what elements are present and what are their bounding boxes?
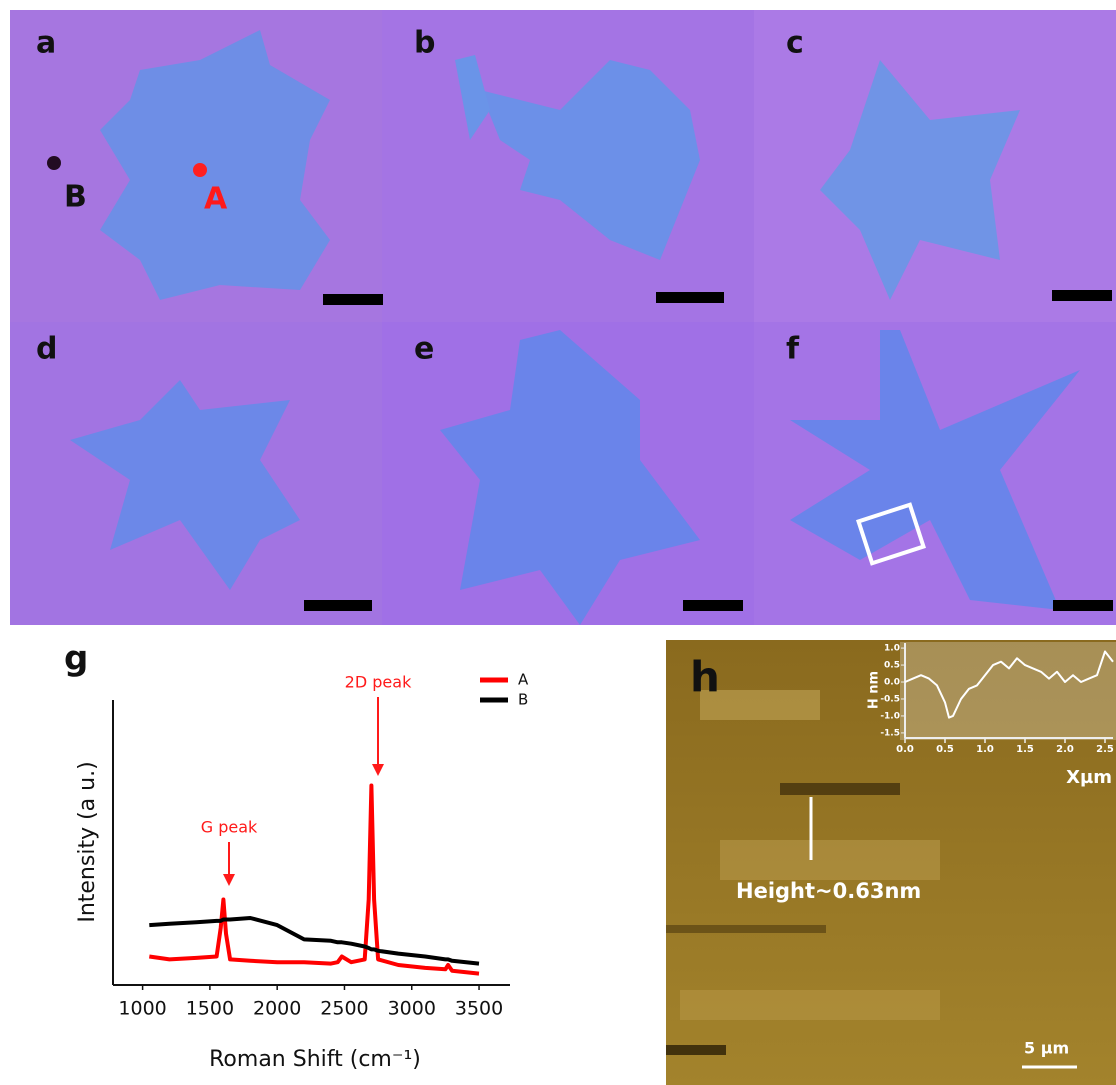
point-label: A <box>204 182 228 217</box>
series-line <box>149 786 479 974</box>
x-tick-label: 3000 <box>388 998 436 1020</box>
annotation: 2D peak <box>345 673 412 692</box>
x-tick-label: 3500 <box>455 998 503 1020</box>
x-tick-label: 0.5 <box>936 744 954 755</box>
x-tick-label: 2000 <box>253 998 301 1020</box>
y-axis-label: Intensity (a u.) <box>75 761 100 922</box>
panel-label: b <box>414 26 435 61</box>
x-tick-label: 1.5 <box>1016 744 1034 755</box>
y-tick-label: -1.0 <box>880 711 900 721</box>
panel-label: d <box>36 332 57 367</box>
panel-label: e <box>414 332 434 367</box>
annotation: G peak <box>201 818 258 837</box>
panel-label: g <box>64 639 88 679</box>
y-tick-label: 0.5 <box>884 661 900 671</box>
x-tick-label: 2.5 <box>1096 744 1114 755</box>
annotation: Height~0.63nm <box>736 879 921 903</box>
panel-label: h <box>690 653 720 702</box>
y-axis-label: H nm <box>867 671 882 709</box>
x-tick-label: 2500 <box>320 998 368 1020</box>
y-tick-label: 1.0 <box>884 644 900 654</box>
x-axis-label: Roman Shift (cm⁻¹) <box>209 1047 421 1072</box>
y-tick-label: -0.5 <box>880 694 900 704</box>
scale-bar-label: 5 µm <box>1024 1039 1069 1058</box>
y-tick-label: 0.0 <box>884 678 900 688</box>
x-tick-label: 0.0 <box>896 744 914 755</box>
x-axis-label: Xµm <box>1066 767 1112 788</box>
x-tick-label: 1000 <box>118 998 166 1020</box>
panel-label: a <box>36 26 56 61</box>
micrographs: a b c d e f B A <box>10 10 1116 625</box>
panel-label: f <box>786 332 800 367</box>
legend-label: A <box>518 671 529 689</box>
x-tick-label: 1500 <box>186 998 234 1020</box>
point-label: B <box>64 180 87 215</box>
legend-label: B <box>518 691 528 709</box>
x-tick-label: 1.0 <box>976 744 994 755</box>
x-tick-label: 2.0 <box>1056 744 1074 755</box>
y-tick-label: -1.5 <box>880 728 900 738</box>
afm-image: h Height~0.63nm 5 µm <box>666 640 1116 1085</box>
panel-label: c <box>786 26 804 61</box>
figure: a b c d e f B A h Height~0.63nm 5 µm g I… <box>0 0 1116 1085</box>
